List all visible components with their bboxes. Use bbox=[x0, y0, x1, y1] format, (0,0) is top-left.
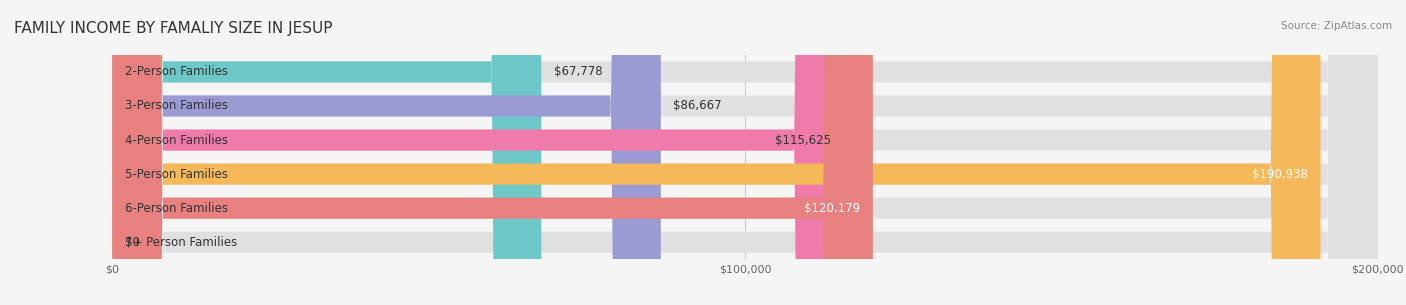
Text: FAMILY INCOME BY FAMALIY SIZE IN JESUP: FAMILY INCOME BY FAMALIY SIZE IN JESUP bbox=[14, 21, 333, 36]
FancyBboxPatch shape bbox=[112, 0, 1378, 305]
Text: $86,667: $86,667 bbox=[673, 99, 723, 113]
Text: $190,938: $190,938 bbox=[1251, 168, 1308, 181]
FancyBboxPatch shape bbox=[112, 0, 661, 305]
Text: 5-Person Families: 5-Person Families bbox=[125, 168, 228, 181]
FancyBboxPatch shape bbox=[112, 0, 1378, 305]
Text: $115,625: $115,625 bbox=[775, 134, 831, 146]
FancyBboxPatch shape bbox=[112, 0, 1378, 305]
Text: 6-Person Families: 6-Person Families bbox=[125, 202, 228, 215]
FancyBboxPatch shape bbox=[112, 0, 1320, 305]
Text: Source: ZipAtlas.com: Source: ZipAtlas.com bbox=[1281, 21, 1392, 31]
Text: 7+ Person Families: 7+ Person Families bbox=[125, 236, 238, 249]
FancyBboxPatch shape bbox=[112, 0, 873, 305]
FancyBboxPatch shape bbox=[112, 0, 1378, 305]
Text: 3-Person Families: 3-Person Families bbox=[125, 99, 228, 113]
Text: $120,179: $120,179 bbox=[804, 202, 860, 215]
FancyBboxPatch shape bbox=[112, 0, 1378, 305]
Text: 4-Person Families: 4-Person Families bbox=[125, 134, 228, 146]
FancyBboxPatch shape bbox=[112, 0, 541, 305]
FancyBboxPatch shape bbox=[112, 0, 1378, 305]
Text: $67,778: $67,778 bbox=[554, 66, 603, 78]
Text: $0: $0 bbox=[125, 236, 141, 249]
Text: 2-Person Families: 2-Person Families bbox=[125, 66, 228, 78]
FancyBboxPatch shape bbox=[112, 0, 844, 305]
